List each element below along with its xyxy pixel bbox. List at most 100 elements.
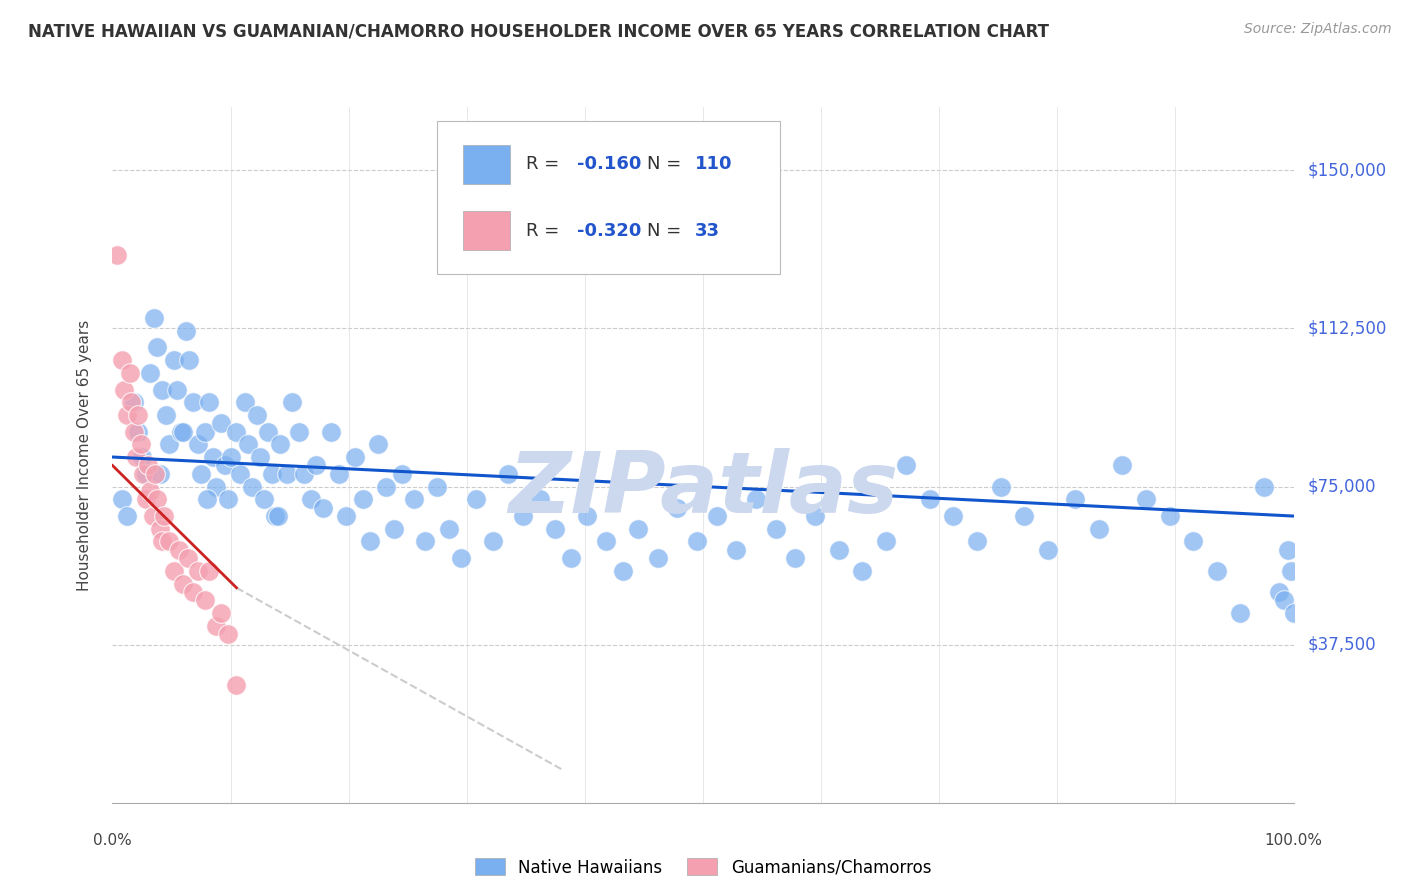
Point: [1135, 492, 1157, 507]
Point: [146, 492, 169, 507]
Point: [627, 522, 650, 536]
Point: [481, 534, 503, 549]
Point: [1159, 509, 1181, 524]
Point: [245, 408, 267, 422]
Point: [1087, 522, 1109, 536]
Point: [576, 509, 599, 524]
Point: [201, 450, 224, 464]
Point: [135, 492, 157, 507]
Point: [157, 534, 180, 549]
Text: ZIPatlas: ZIPatlas: [508, 448, 898, 532]
Point: [131, 450, 153, 464]
Point: [217, 627, 239, 641]
Point: [143, 467, 166, 481]
Point: [219, 450, 242, 464]
Point: [194, 593, 217, 607]
Point: [1064, 492, 1087, 507]
Point: [312, 500, 335, 515]
Text: -0.320: -0.320: [576, 222, 641, 240]
Point: [966, 534, 988, 549]
Point: [367, 437, 389, 451]
Point: [132, 467, 155, 481]
Point: [205, 479, 228, 493]
Point: [1253, 479, 1275, 493]
Text: 0.0%: 0.0%: [93, 833, 132, 848]
Point: [560, 551, 582, 566]
FancyBboxPatch shape: [437, 121, 780, 274]
Point: [157, 437, 180, 451]
Point: [253, 492, 276, 507]
Text: $150,000: $150,000: [1308, 161, 1386, 179]
Point: [292, 467, 315, 481]
Point: [120, 395, 142, 409]
Point: [112, 383, 135, 397]
Point: [205, 618, 228, 632]
Point: [179, 353, 201, 368]
Point: [186, 437, 208, 451]
Point: [851, 564, 873, 578]
Point: [875, 534, 897, 549]
Point: [181, 395, 204, 409]
Point: [343, 450, 366, 464]
Point: [163, 564, 186, 578]
Point: [177, 551, 200, 566]
Point: [194, 425, 217, 439]
Point: [450, 551, 472, 566]
FancyBboxPatch shape: [463, 145, 510, 184]
Point: [249, 450, 271, 464]
Point: [304, 458, 326, 473]
Point: [150, 383, 173, 397]
Point: [142, 310, 165, 325]
Text: 100.0%: 100.0%: [1264, 833, 1323, 848]
Point: [217, 492, 239, 507]
Point: [198, 395, 221, 409]
Point: [153, 509, 176, 524]
Point: [209, 417, 232, 431]
FancyBboxPatch shape: [463, 211, 510, 250]
Point: [115, 408, 138, 422]
Point: [155, 408, 177, 422]
Point: [267, 509, 290, 524]
Point: [785, 551, 807, 566]
Text: R =: R =: [526, 222, 565, 240]
Text: R =: R =: [526, 155, 565, 173]
Point: [666, 500, 689, 515]
Point: [172, 425, 194, 439]
Point: [990, 479, 1012, 493]
Text: -0.160: -0.160: [576, 155, 641, 173]
Point: [1111, 458, 1133, 473]
Point: [125, 450, 148, 464]
Point: [894, 458, 917, 473]
Point: [426, 479, 449, 493]
Point: [391, 467, 413, 481]
Point: [269, 437, 291, 451]
Point: [139, 483, 162, 498]
Point: [595, 534, 617, 549]
Point: [918, 492, 941, 507]
Point: [198, 564, 221, 578]
Point: [136, 458, 159, 473]
Point: [1268, 585, 1291, 599]
Point: [111, 353, 134, 368]
Point: [163, 353, 186, 368]
Point: [167, 542, 190, 557]
Point: [122, 425, 145, 439]
Point: [299, 492, 322, 507]
Text: N =: N =: [648, 155, 688, 173]
Point: [804, 509, 827, 524]
Legend: Native Hawaiians, Guamanians/Chamorros: Native Hawaiians, Guamanians/Chamorros: [467, 850, 939, 885]
Text: N =: N =: [648, 222, 688, 240]
Text: NATIVE HAWAIIAN VS GUAMANIAN/CHAMORRO HOUSEHOLDER INCOME OVER 65 YEARS CORRELATI: NATIVE HAWAIIAN VS GUAMANIAN/CHAMORRO HO…: [28, 22, 1049, 40]
Point: [174, 324, 197, 338]
Point: [352, 492, 374, 507]
Point: [257, 425, 280, 439]
Point: [382, 522, 405, 536]
Point: [1282, 606, 1305, 620]
Point: [149, 467, 172, 481]
Point: [942, 509, 965, 524]
Text: $75,000: $75,000: [1308, 477, 1376, 496]
Point: [214, 458, 236, 473]
Point: [260, 467, 283, 481]
Point: [127, 425, 149, 439]
Point: [172, 576, 194, 591]
